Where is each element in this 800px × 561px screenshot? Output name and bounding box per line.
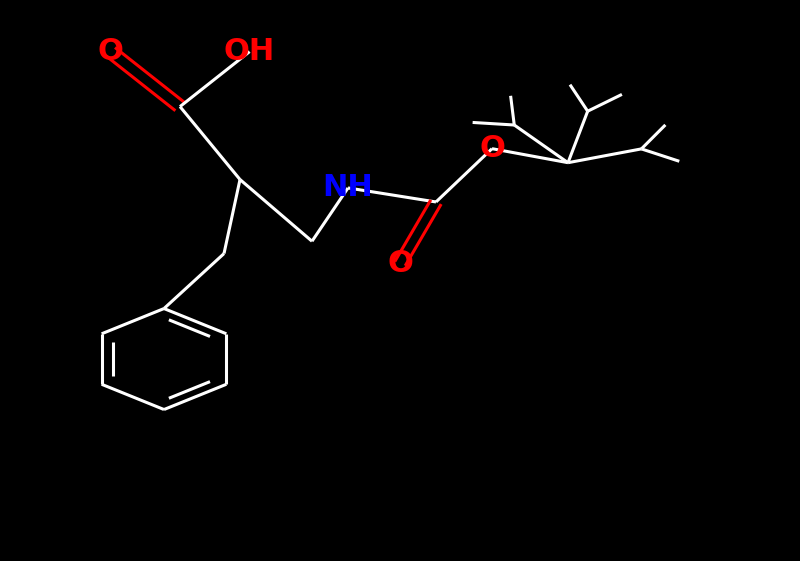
Text: O: O: [98, 37, 123, 66]
Text: OH: OH: [224, 37, 275, 66]
Text: O: O: [479, 134, 505, 163]
Text: O: O: [387, 249, 413, 278]
Text: NH: NH: [322, 173, 374, 203]
